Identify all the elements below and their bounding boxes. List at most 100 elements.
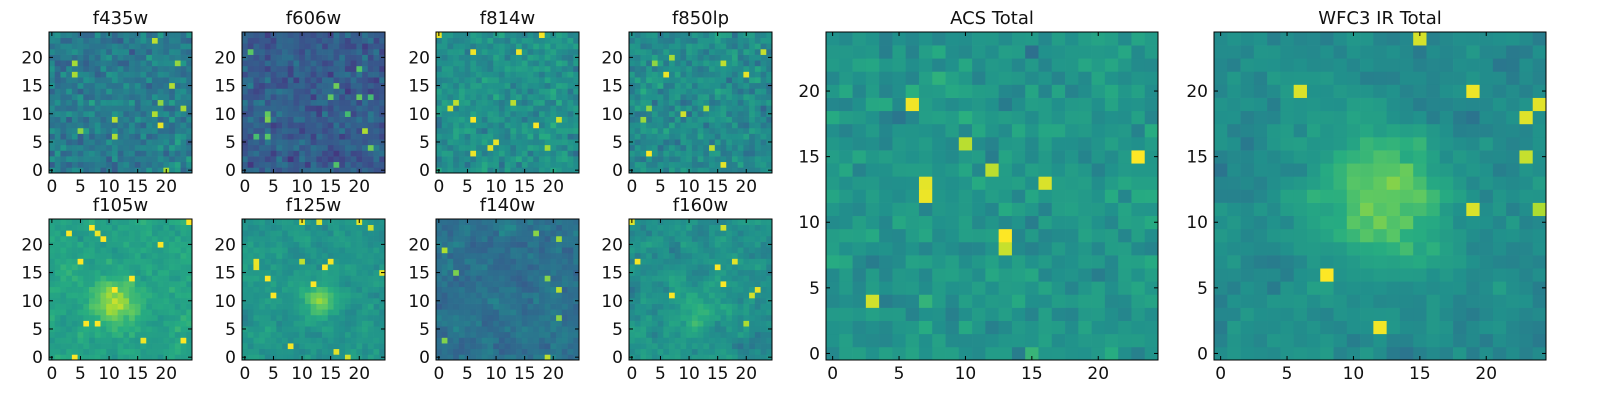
heatmap-cell [550, 343, 557, 350]
heatmap-cell [111, 269, 118, 276]
heatmap-cell [350, 235, 357, 242]
heatmap-cell [498, 264, 505, 271]
heatmap-cell [504, 297, 511, 304]
heatmap-cell [180, 77, 187, 84]
heatmap-cell [304, 133, 311, 140]
heatmap-cell [651, 71, 658, 78]
heatmap-cell [304, 247, 311, 254]
heatmap-cell [697, 275, 704, 282]
heatmap-cell [493, 65, 500, 72]
panel-title: f814w [480, 8, 535, 29]
y-tick-label: 5 [32, 320, 43, 340]
heatmap-cell [316, 71, 323, 78]
heatmap-cell [634, 105, 641, 112]
heatmap-cell [180, 82, 187, 89]
heatmap-cell [697, 156, 704, 163]
heatmap-cell [640, 331, 647, 338]
heatmap-cell [703, 354, 710, 361]
heatmap-cell [316, 122, 323, 129]
heatmap-cell [657, 94, 664, 101]
heatmap-cell [634, 71, 641, 78]
heatmap-cell [737, 37, 744, 44]
heatmap-cell [567, 48, 574, 55]
heatmap-cell [339, 71, 346, 78]
heatmap-cell [362, 281, 369, 288]
heatmap-cell [464, 156, 471, 163]
heatmap-cell [629, 94, 636, 101]
heatmap-cell [651, 343, 658, 350]
heatmap-cell [573, 94, 580, 101]
heatmap-cell [344, 156, 352, 163]
heatmap-cell [54, 82, 61, 89]
heatmap-cell [66, 82, 73, 89]
heatmap-cell [464, 48, 471, 55]
heatmap-cell [720, 354, 727, 361]
heatmap-cell [146, 264, 153, 271]
heatmap-cell [550, 309, 557, 316]
heatmap-cell [493, 247, 500, 254]
heatmap-cell [356, 258, 363, 265]
heatmap-cell [310, 264, 317, 271]
heatmap-cell [669, 320, 676, 327]
heatmap-cell [674, 275, 681, 282]
heatmap-cell [680, 275, 687, 282]
heatmap-cell [100, 326, 107, 333]
heatmap-cell [89, 269, 96, 276]
heatmap-cell [441, 54, 448, 61]
heatmap-cell [157, 161, 164, 168]
heatmap-cell [544, 65, 551, 72]
heatmap-cell [697, 150, 704, 157]
heatmap-cell [174, 144, 181, 151]
heatmap-cell [310, 343, 317, 350]
heatmap-cell [293, 122, 300, 129]
heatmap-cell [556, 156, 563, 163]
heatmap-cell [646, 281, 653, 288]
heatmap-cell [316, 116, 323, 123]
heatmap-cell [470, 60, 477, 67]
heatmap-cell [276, 247, 283, 254]
heatmap-cell [174, 150, 181, 157]
heatmap-cell [169, 354, 176, 361]
heatmap-cell [333, 43, 340, 50]
heatmap-cell [174, 122, 181, 129]
heatmap-cell [544, 269, 551, 276]
heatmap-cell [476, 309, 483, 316]
heatmap-cell [749, 127, 756, 134]
heatmap-cell [731, 65, 739, 72]
heatmap-cell [373, 144, 380, 151]
heatmap-cell [60, 105, 67, 112]
heatmap-cell [89, 224, 96, 231]
heatmap-cell [106, 286, 113, 293]
heatmap-cell [556, 99, 563, 106]
heatmap-cell [350, 94, 357, 101]
heatmap-cell [556, 247, 563, 254]
heatmap-cell [646, 133, 653, 140]
heatmap-cell [247, 337, 254, 344]
heatmap-cell [89, 105, 96, 112]
heatmap-cell [743, 65, 750, 72]
heatmap-cell [493, 264, 500, 271]
heatmap-cell [493, 241, 500, 248]
heatmap-cell [287, 309, 294, 316]
heatmap-cell [476, 94, 483, 101]
heatmap-cell [163, 331, 170, 338]
heatmap-cell [510, 37, 517, 44]
heatmap-cell [344, 235, 352, 242]
heatmap-cell [527, 219, 534, 225]
heatmap-cell [253, 252, 260, 259]
heatmap-cell [253, 139, 260, 146]
heatmap-cell [316, 337, 323, 344]
heatmap-cell [697, 133, 704, 140]
heatmap-cell [766, 94, 773, 101]
heatmap-cell [516, 326, 523, 333]
heatmap-cell [436, 252, 443, 259]
heatmap-cell [111, 133, 118, 140]
heatmap-cell [561, 224, 568, 231]
heatmap-cell [270, 326, 277, 333]
heatmap-cell [441, 337, 448, 344]
heatmap-cell [487, 99, 494, 106]
heatmap-cell [140, 354, 147, 361]
heatmap-cell [282, 144, 289, 151]
heatmap-cell [646, 320, 653, 327]
heatmap-cell [663, 337, 670, 344]
